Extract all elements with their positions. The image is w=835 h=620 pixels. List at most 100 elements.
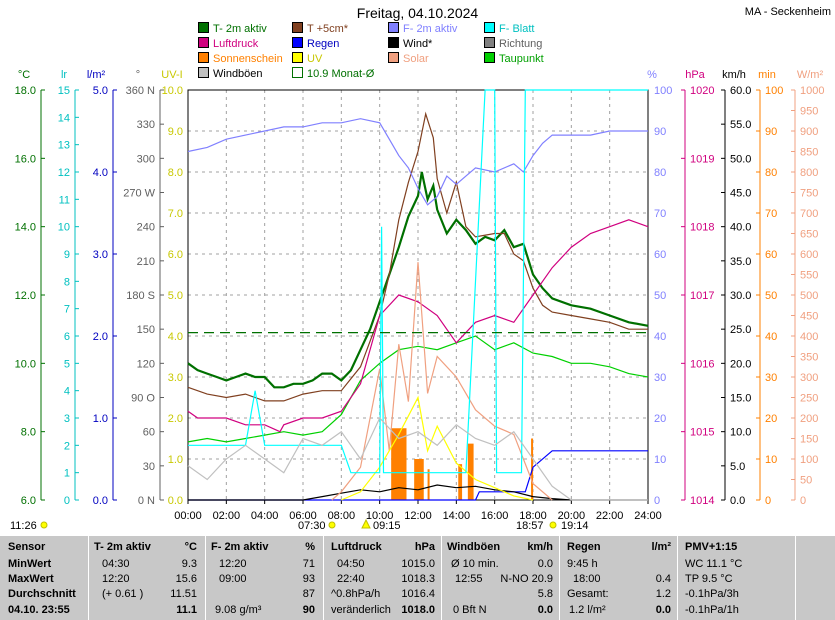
series-line — [187, 219, 649, 433]
tick-label-min: 50 — [765, 290, 777, 302]
legend-item: Luftdruck — [198, 37, 258, 50]
legend-swatch — [484, 37, 495, 48]
legend-item: T +5cm* — [292, 22, 348, 35]
series-line — [341, 395, 534, 501]
hum-max-value: 93 — [302, 573, 315, 585]
tick-label-uv: 4.0 — [168, 331, 183, 343]
tick-label-dir: 210 — [137, 256, 155, 268]
header-temp-unit: °C — [184, 541, 197, 553]
tick-label-dir: 300 — [137, 153, 155, 165]
axis-unit-lm2: l/m² — [87, 69, 106, 81]
tick-label-min: 70 — [765, 208, 777, 220]
x-tick-label: 10:00 — [366, 510, 394, 522]
tick-label-uv: 0.0 — [168, 495, 183, 507]
legend-swatch — [292, 37, 303, 48]
tick-label-dir: 360 N — [126, 85, 155, 97]
tick-label-lm2: 5.0 — [93, 85, 108, 97]
tick-label-uv: 5.0 — [168, 290, 183, 302]
legend-swatch — [198, 37, 209, 48]
tick-label-lr: 0 — [64, 495, 70, 507]
sunset-marker — [549, 521, 557, 529]
legend-label: Taupunkt — [499, 53, 544, 65]
legend-swatch — [484, 52, 495, 63]
x-tick-label: 08:00 — [328, 510, 356, 522]
legend-label: UV — [307, 53, 323, 65]
tick-label-lr: 10 — [58, 222, 70, 234]
tick-label-uv: 1.0 — [168, 454, 183, 466]
tick-label-dir: 270 W — [123, 188, 155, 200]
tick-label-kmh: 15.0 — [730, 393, 751, 405]
hum-abs: 9.08 g/m³ — [215, 604, 262, 616]
tick-label-lr: 6 — [64, 331, 70, 343]
tick-label-dir: 120 — [137, 358, 155, 370]
gust-current-value: 0.0 — [537, 604, 553, 616]
tick-label-wm2: 350 — [800, 352, 818, 364]
tick-label-kmh: 10.0 — [730, 427, 751, 439]
tick-label-temp: 14.0 — [15, 222, 36, 234]
tick-label-dir: 30 — [143, 461, 155, 473]
tick-label-lr: 11 — [59, 194, 70, 206]
tick-label-hpa: 1017 — [690, 290, 714, 302]
rain-max-value: 0.4 — [655, 573, 671, 585]
tick-label-wm2: 750 — [800, 188, 818, 200]
pmv-press-3h: -0.1hPa/3h — [685, 588, 739, 600]
press-trend-rate: ^0.8hPa/h — [331, 588, 381, 600]
tick-label-lr: 3 — [64, 413, 70, 425]
header-hum: F- 2m aktiv — [211, 541, 269, 553]
x-tick-label: 00:00 — [174, 510, 202, 522]
tick-label-wm2: 450 — [800, 311, 818, 323]
sunshine-bar — [414, 459, 424, 500]
tick-label-dir: 0 N — [138, 495, 155, 507]
legend-item: Solar — [388, 52, 429, 65]
press-min-value: 1015.0 — [401, 558, 435, 570]
header-press: Luftdruck — [331, 541, 382, 553]
tick-label-hum: 100 — [654, 85, 672, 97]
tick-label-hum: 10 — [654, 454, 666, 466]
tick-label-dir: 240 — [137, 222, 155, 234]
legend-swatch — [388, 52, 399, 63]
axis-unit-hpa: hPa — [685, 69, 705, 81]
gust-max-time: 12:55 — [455, 573, 483, 585]
sunshine-bar — [467, 443, 474, 500]
tick-label-wm2: 550 — [800, 270, 818, 282]
legend-swatch — [388, 22, 399, 33]
tick-label-kmh: 20.0 — [730, 358, 751, 370]
tick-label-hum: 20 — [654, 413, 666, 425]
tick-label-wm2: 850 — [800, 147, 818, 159]
tick-label-hpa: 1016 — [690, 358, 714, 370]
tick-label-wm2: 50 — [800, 475, 812, 487]
header-gust: Windböen — [447, 541, 501, 553]
tick-label-hum: 30 — [654, 372, 666, 384]
station-name: MA - Seckenheim — [744, 6, 831, 18]
temp-avg-note: (+ 0.61 ) — [102, 588, 144, 600]
tick-label-kmh: 45.0 — [730, 188, 751, 200]
header-rain: Regen — [567, 541, 601, 553]
tick-label-uv: 8.0 — [168, 167, 183, 179]
tick-label-wm2: 0 — [800, 495, 806, 507]
tick-label-wm2: 500 — [800, 290, 818, 302]
tick-label-lr: 1 — [64, 468, 70, 480]
sunset-time: 18:57 — [516, 520, 544, 532]
legend-label: 10.9 Monat-Ø — [307, 68, 375, 80]
tick-label-wm2: 100 — [800, 454, 818, 466]
axis-unit-hum: % — [647, 69, 657, 81]
x-tick-label: 20:00 — [558, 510, 586, 522]
header-sensor: Sensor — [8, 541, 46, 553]
sun-peak-time: 09:15 — [373, 520, 401, 532]
tick-label-hum: 90 — [654, 126, 666, 138]
press-current-value: 1018.0 — [401, 604, 435, 616]
tick-label-uv: 10.0 — [162, 85, 183, 97]
sunshine-bar — [427, 469, 430, 500]
tick-label-lr: 13 — [58, 140, 70, 152]
tick-label-dir: 150 — [137, 324, 155, 336]
sensor-column: Sensor MinWert MaxWert Durchschnitt 04.1… — [0, 536, 88, 620]
tick-label-lr: 5 — [64, 358, 70, 370]
x-tick-label: 12:00 — [404, 510, 432, 522]
series-line — [188, 484, 648, 501]
tick-label-hpa: 1019 — [690, 153, 714, 165]
legend-swatch — [484, 22, 495, 33]
tick-label-hum: 40 — [654, 331, 666, 343]
temp-current-value: 11.1 — [176, 604, 197, 616]
tick-label-dir: 90 O — [131, 393, 155, 405]
legend-item: Wind* — [388, 37, 432, 50]
